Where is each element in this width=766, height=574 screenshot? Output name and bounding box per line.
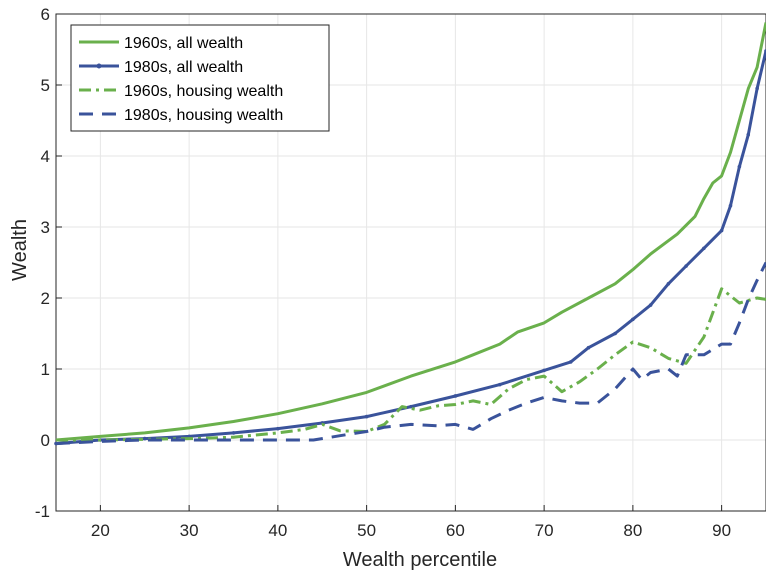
- data-point: [702, 246, 706, 251]
- x-tick-label: 80: [623, 521, 642, 540]
- legend-label: 1980s, housing wealth: [124, 107, 283, 124]
- data-point: [364, 414, 369, 419]
- legend-label: 1960s, all wealth: [124, 35, 243, 52]
- y-tick-label: 5: [41, 76, 50, 95]
- y-tick-label: 6: [41, 5, 50, 24]
- data-point: [648, 303, 653, 307]
- legend-label: 1980s, all wealth: [124, 59, 243, 76]
- y-tick-label: 0: [41, 431, 50, 450]
- x-tick-label: 30: [180, 521, 199, 540]
- data-point: [728, 203, 733, 208]
- series-line-1: [55, 22, 766, 442]
- data-point: [453, 394, 458, 398]
- series-line-2: [55, 50, 766, 446]
- series-lines: [54, 22, 766, 446]
- legend: 1960s, all wealth 1980s, all wealth 1960s,…: [70, 24, 330, 132]
- plot-frame: [55, 13, 766, 512]
- data-point: [497, 382, 502, 387]
- axes: 20 30 40 50 60 70 80 90 -1 0 1 2 3 4 5 6: [35, 5, 766, 540]
- x-tick-label: 70: [535, 521, 554, 540]
- data-point: [666, 282, 671, 286]
- y-tick-label: -1: [35, 502, 50, 521]
- data-point: [142, 436, 147, 441]
- series-line-4: [55, 261, 766, 446]
- data-point: [684, 264, 688, 268]
- x-tick-label: 50: [357, 521, 376, 540]
- data-point: [409, 404, 413, 409]
- y-tick-label: 3: [41, 218, 50, 237]
- x-tick-label: 20: [91, 521, 110, 540]
- data-point: [755, 86, 759, 91]
- x-tick-label: 90: [712, 521, 731, 540]
- series-line-3: [56, 287, 766, 442]
- data-point: [542, 368, 546, 373]
- x-tick-label: 60: [446, 521, 465, 540]
- x-axis-label: Wealth percentile: [343, 549, 497, 571]
- data-point: [586, 345, 591, 350]
- y-tick-label: 2: [41, 289, 50, 308]
- data-point: [737, 164, 742, 169]
- x-tick-label: 40: [268, 521, 287, 540]
- y-tick-label: 4: [41, 147, 50, 166]
- grid: [56, 13, 766, 512]
- data-point: [613, 331, 617, 336]
- data-point: [719, 228, 724, 233]
- y-axis-label: Wealth: [9, 219, 31, 281]
- y-tick-label: 1: [41, 360, 50, 379]
- data-point: [746, 132, 751, 137]
- legend-marker: [96, 63, 102, 69]
- data-point: [631, 317, 635, 322]
- data-point: [568, 360, 573, 364]
- data-point: [276, 426, 280, 431]
- legend-label: 1960s, housing wealth: [124, 83, 283, 100]
- data-point: [231, 431, 236, 435]
